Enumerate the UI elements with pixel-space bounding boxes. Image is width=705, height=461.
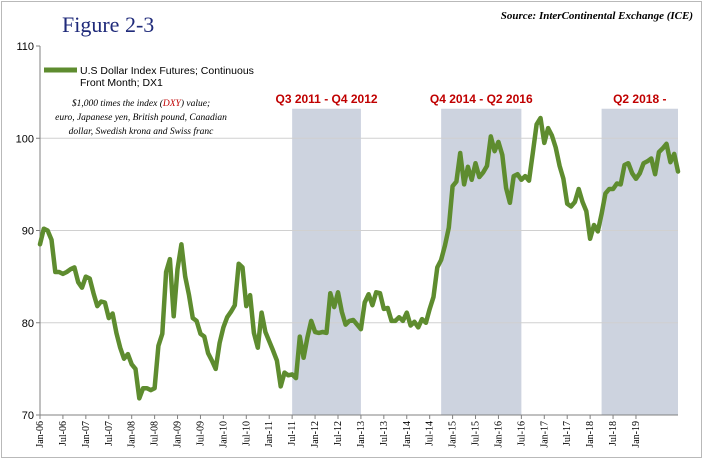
x-tick-label-Jan-15: Jan-15: [448, 421, 459, 448]
index-note: $1,000 times the index (DXY) value; euro…: [55, 98, 227, 137]
x-tick-label-Jan-11: Jan-11: [264, 421, 275, 447]
axes: [39, 46, 678, 416]
x-tick-label-Jan-06: Jan-06: [35, 421, 46, 448]
shaded-period-label-2: Q4 2014 - Q2 2016: [430, 92, 533, 106]
note-line1-post: ) value;: [180, 98, 210, 109]
y-tick-label-80: 80: [22, 318, 34, 330]
x-tick-label-Jan-08: Jan-08: [127, 421, 138, 448]
x-tick-label-Jan-07: Jan-07: [81, 421, 92, 448]
figure-title: Figure 2-3: [62, 12, 155, 37]
band-labels: Q3 2011 - Q4 2012 Q4 2014 - Q2 2016 Q2 201…: [275, 92, 666, 106]
legend-label-line1: U.S Dollar Index Futures; Continuous: [80, 65, 254, 77]
note-line1-highlight: DXY: [162, 99, 183, 109]
x-tick-label-Jul-15: Jul-15: [471, 421, 482, 446]
x-tick-label-Jan-17: Jan-17: [539, 421, 550, 448]
x-tick-label-Jul-07: Jul-07: [104, 421, 115, 446]
shaded-periods: [292, 108, 678, 415]
shaded-period-3: [601, 108, 678, 415]
x-tick-label-Jan-10: Jan-10: [218, 421, 229, 448]
note-line1-pre: $1,000 times the index (: [72, 98, 164, 109]
x-tick-label-Jul-06: Jul-06: [58, 421, 69, 446]
x-tick-label-Jul-12: Jul-12: [333, 421, 344, 446]
x-tick-label-Jan-13: Jan-13: [356, 421, 367, 448]
x-tick-label-Jan-09: Jan-09: [173, 421, 184, 448]
series-layer: [37, 115, 681, 401]
x-tick-label-Jul-17: Jul-17: [562, 421, 573, 446]
note-line2: euro, Japanese yen, British pound, Canad…: [55, 113, 227, 123]
shaded-period-label-1: Q3 2011 - Q4 2012: [275, 92, 377, 106]
series-line-1: [37, 115, 681, 401]
x-tick-label-Jan-14: Jan-14: [402, 421, 413, 448]
y-tick-label-110: 110: [16, 41, 34, 53]
y-tick-label-90: 90: [22, 226, 34, 238]
shaded-period-2: [441, 108, 522, 415]
x-tick-label-Jan-19: Jan-19: [631, 421, 642, 448]
legend: U.S Dollar Index Futures; Continuous Fro…: [44, 65, 254, 89]
x-tick-label-Jul-09: Jul-09: [195, 421, 206, 446]
x-tick-label-Jul-10: Jul-10: [241, 421, 252, 446]
x-tick-label-Jul-14: Jul-14: [425, 421, 436, 446]
x-tick-label-Jul-18: Jul-18: [608, 421, 619, 446]
note-line3: dollar, Swedish krona and Swiss franc: [69, 126, 215, 137]
x-tick-label-Jan-18: Jan-18: [585, 421, 596, 448]
x-tick-label-Jul-11: Jul-11: [287, 421, 298, 446]
source-note: Source: InterContinental Exchange (ICE): [500, 10, 693, 22]
y-tick-label-100: 100: [16, 133, 34, 145]
note-line1: $1,000 times the index (DXY) value;: [72, 98, 210, 109]
x-tick-label-Jul-13: Jul-13: [379, 421, 390, 446]
x-tick-label-Jan-16: Jan-16: [493, 421, 504, 448]
shaded-period-1: [292, 108, 361, 415]
legend-label-line2: Front Month; DX1: [80, 77, 163, 89]
gridlines: [36, 45, 678, 416]
y-tick-label-70: 70: [22, 410, 34, 422]
x-tick-label-Jul-16: Jul-16: [516, 421, 527, 446]
x-tick-label-Jan-12: Jan-12: [310, 421, 321, 448]
y-tick-labels: 70 80 90 100 110: [16, 41, 34, 422]
shaded-period-label-3: Q2 2018 -: [613, 92, 666, 106]
x-tick-labels: Jan-06 Jul-06 Jan-07 Jul-07 Jan-08 Jul-08 Jan-…: [35, 415, 642, 448]
x-tick-label-Jul-08: Jul-08: [150, 421, 161, 446]
